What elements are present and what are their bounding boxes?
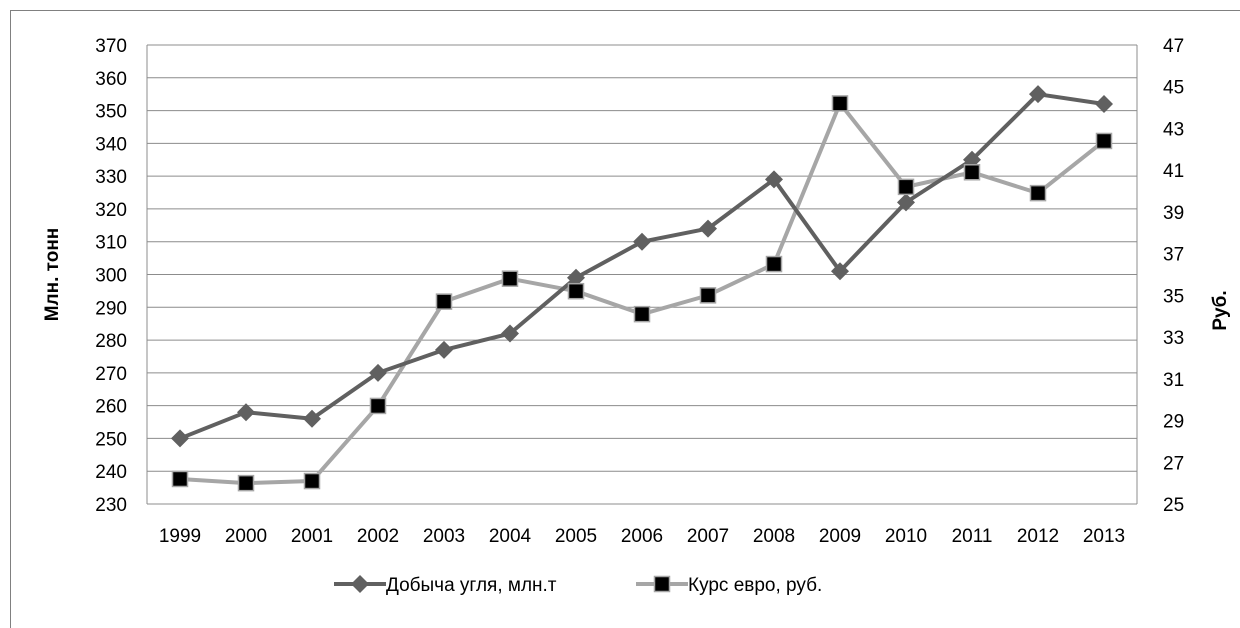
y-tick-label: 350 (95, 102, 127, 123)
data-point-euro (699, 287, 717, 304)
y-tick-label: 260 (95, 397, 127, 418)
y-tick-label: 290 (95, 298, 127, 319)
y2-tick-label: 47 (1163, 36, 1184, 57)
y-tick-label: 340 (95, 134, 127, 155)
y2-tick-label: 45 (1163, 78, 1184, 99)
data-point-euro (567, 282, 585, 300)
x-tick-label: 2002 (357, 526, 399, 547)
y2-tick-label: 37 (1163, 245, 1184, 266)
x-tick-label: 2005 (555, 526, 597, 547)
data-point-coal (1095, 95, 1113, 114)
y2-tick-label: 25 (1163, 495, 1184, 516)
y-tick-label: 280 (95, 331, 127, 352)
data-point-coal (567, 268, 585, 287)
data-point-euro (435, 293, 453, 310)
chart-frame (10, 10, 1240, 628)
data-point-coal (435, 340, 453, 359)
data-point-coal (501, 324, 519, 343)
y2-axis-title: Руб. (1210, 290, 1231, 330)
y2-tick-label: 27 (1163, 453, 1184, 474)
legend-marker-euro (653, 575, 671, 593)
y-tick-label: 300 (95, 266, 127, 287)
data-point-euro (963, 164, 981, 181)
data-point-euro (303, 472, 321, 490)
y-tick-label: 270 (95, 364, 127, 385)
data-point-coal (237, 403, 255, 422)
x-axis-ticks: 1999 2000 2001 2002 2003 2004 2005 2006 2007 2008… (159, 526, 1125, 547)
y2-tick-label: 29 (1163, 412, 1184, 433)
data-point-coal (369, 363, 387, 382)
y2-tick-label: 33 (1163, 328, 1184, 349)
x-tick-label: 2008 (753, 526, 795, 547)
data-point-coal (633, 232, 651, 251)
x-tick-label: 2003 (423, 526, 465, 547)
legend-marker-coal (351, 575, 369, 593)
data-point-euro (831, 95, 849, 112)
y-tick-label: 310 (95, 233, 127, 254)
y2-tick-label: 39 (1163, 203, 1184, 224)
data-point-coal (765, 170, 783, 189)
y-tick-label: 250 (95, 429, 127, 450)
x-tick-label: 2001 (291, 526, 333, 547)
data-point-euro (1095, 132, 1113, 150)
data-point-euro (1029, 184, 1047, 202)
y-tick-label: 240 (95, 462, 127, 483)
data-point-coal (1029, 85, 1047, 104)
x-tick-label: 2000 (225, 526, 267, 547)
y2-tick-label: 41 (1163, 161, 1184, 182)
right-axis-ticks: 25 27 29 31 33 35 37 39 41 43 45 47 (1163, 36, 1184, 516)
series-layer (171, 85, 1113, 492)
x-tick-label: 2012 (1017, 526, 1059, 547)
y-tick-label: 360 (95, 69, 127, 90)
y2-tick-label: 43 (1163, 119, 1184, 140)
data-point-euro (171, 470, 189, 488)
data-point-coal (303, 409, 321, 428)
x-tick-label: 2006 (621, 526, 663, 547)
data-point-coal (171, 429, 189, 448)
x-tick-label: 2004 (489, 526, 532, 547)
y2-tick-label: 35 (1163, 286, 1184, 307)
x-tick-label: 2013 (1083, 526, 1125, 547)
data-point-coal (897, 193, 915, 212)
y-tick-label: 370 (95, 36, 127, 57)
data-point-euro (501, 270, 519, 287)
series-line-coal (179, 92, 1105, 441)
y-tick-label: 230 (95, 495, 127, 516)
y-tick-label: 320 (95, 200, 127, 221)
x-tick-label: 2011 (952, 526, 993, 547)
legend-label-coal: Добыча угля, млн.т (386, 575, 557, 596)
data-point-coal (831, 262, 849, 281)
legend: Добыча угля, млн.т Курс евро, руб. (334, 575, 822, 596)
data-point-coal (699, 219, 717, 238)
y-axis-title: Млн. тонн (42, 228, 63, 322)
gridlines (146, 44, 1138, 505)
data-point-euro (897, 178, 915, 196)
data-point-euro (237, 474, 255, 492)
data-point-euro (633, 305, 651, 323)
data-point-euro (765, 255, 783, 273)
x-tick-label: 2010 (885, 526, 927, 547)
legend-label-euro: Курс евро, руб. (688, 575, 822, 596)
y-tick-label: 330 (95, 167, 127, 188)
left-axis-ticks: 230 240 250 260 270 280 290 300 310 320 330 340 350 3… (95, 36, 127, 516)
x-tick-label: 1999 (159, 526, 201, 547)
x-tick-label: 2009 (819, 526, 861, 547)
x-tick-label: 2007 (687, 526, 729, 547)
y2-tick-label: 31 (1163, 370, 1184, 391)
data-point-euro (369, 397, 387, 415)
